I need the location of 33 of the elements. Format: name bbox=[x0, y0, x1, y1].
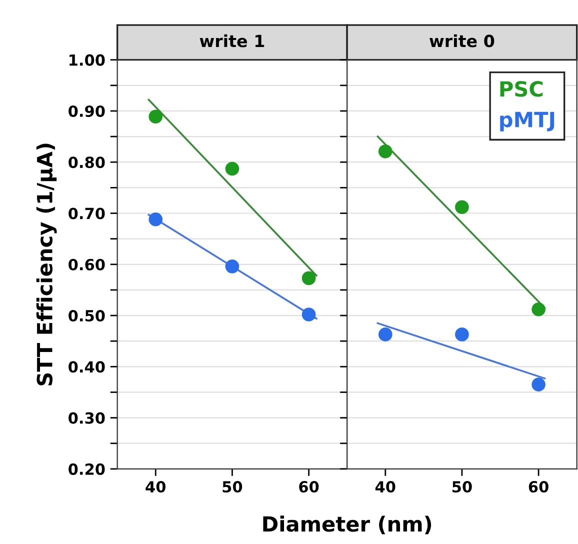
point bbox=[225, 162, 240, 176]
x-axis-title: Diameter (nm) bbox=[263, 516, 432, 534]
point bbox=[532, 378, 546, 392]
y-tick-label: 0.30 bbox=[68, 412, 105, 424]
point bbox=[302, 308, 316, 322]
x-tick-label: 50 bbox=[452, 481, 472, 493]
chart-title: write 0 bbox=[430, 34, 494, 48]
point bbox=[378, 328, 392, 342]
text: pMTJ bbox=[500, 112, 554, 132]
y-tick-label: 0.90 bbox=[68, 105, 105, 117]
x-tick-label: 60 bbox=[528, 481, 548, 493]
y-tick-label: 0.40 bbox=[68, 361, 105, 373]
point bbox=[378, 144, 392, 158]
point bbox=[302, 271, 316, 286]
y-tick-label: 0.70 bbox=[68, 208, 105, 220]
point bbox=[455, 328, 469, 342]
y-tick-label: 0.60 bbox=[68, 258, 105, 270]
x-tick-label: 40 bbox=[146, 481, 166, 493]
x-tick-label: 60 bbox=[299, 481, 319, 493]
y-axis-title: STT Efficiency (1/μA) bbox=[36, 144, 57, 386]
y-tick-label: 0.80 bbox=[68, 156, 105, 168]
point bbox=[532, 302, 546, 316]
x-tick-label: 50 bbox=[222, 481, 242, 493]
point bbox=[148, 212, 163, 226]
y-tick-label: 0.50 bbox=[68, 310, 105, 322]
point bbox=[455, 200, 469, 214]
text: PSC bbox=[500, 81, 543, 97]
chart-title: write 1 bbox=[200, 34, 264, 48]
y-tick-label: 0.20 bbox=[68, 463, 105, 475]
point bbox=[148, 110, 163, 124]
point bbox=[225, 260, 240, 274]
x-tick-label: 40 bbox=[375, 481, 396, 493]
y-tick-label: 1.00 bbox=[70, 54, 105, 66]
